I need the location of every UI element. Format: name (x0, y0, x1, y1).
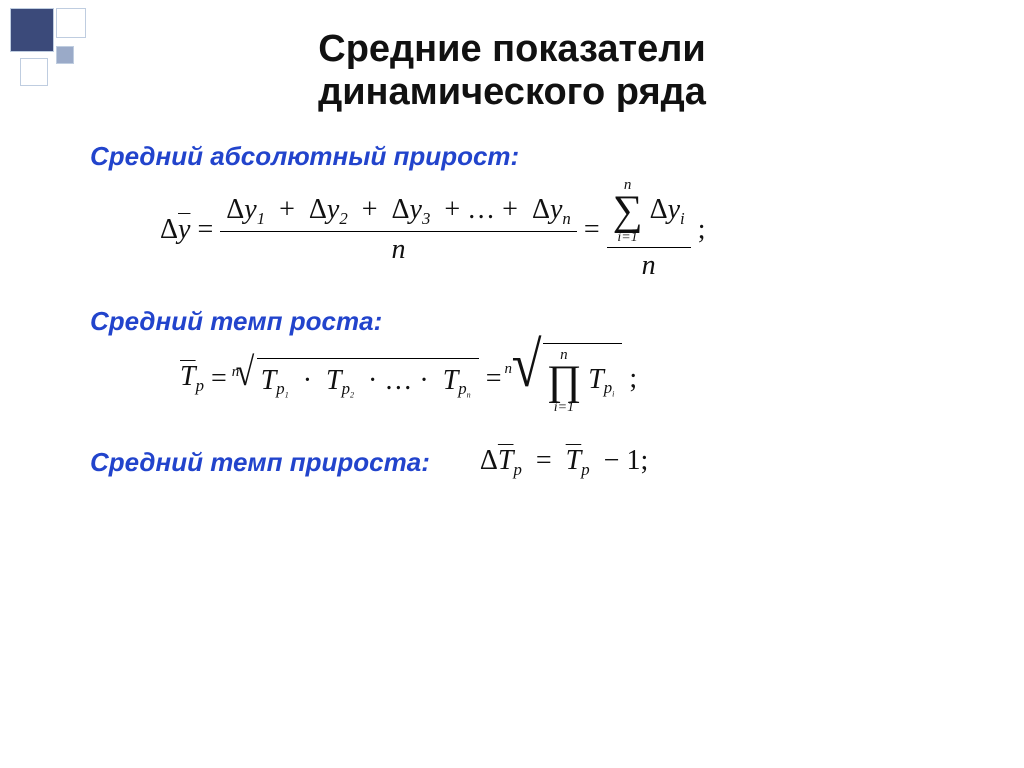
lhs-delta-ybar: Δy (160, 214, 190, 246)
slide-body: Средние показатели динамического ряда Ср… (0, 0, 1024, 768)
lhs-Tpbar: Tp (180, 361, 204, 396)
nth-root-product: n √ Tp1 · Tp2 · … · Tpn (234, 358, 479, 401)
formula-growth-rate: Tp = n √ Tp1 · Tp2 · … · Tpn = n √ (180, 343, 974, 415)
formula-increment-rate: ΔTp = Tp − 1; (480, 445, 648, 480)
title-line-1: Средние показатели (318, 28, 705, 70)
title-line-2: динамического ряда (318, 71, 706, 113)
section-label-increment-rate: Средний темп прироста: (90, 447, 430, 478)
row-increment-rate: Средний темп прироста: ΔTp = Tp − 1; (90, 445, 974, 480)
nth-root-prod-operator: n √ n ∏ i=1 Tpi (509, 343, 623, 415)
formula-abs-growth: Δy = Δy1 + Δy2 + Δy3 + … + Δyn n = (160, 178, 974, 282)
section-label-abs-growth: Средний абсолютный прирост: (90, 141, 974, 172)
sigma-operator: n ∑ i=1 (613, 178, 643, 245)
slide-title: Средние показатели динамического ряда (50, 28, 974, 113)
fraction-sum-terms: Δy1 + Δy2 + Δy3 + … + Δyn n (220, 194, 577, 266)
prod-operator: n ∏ i=1 (547, 348, 582, 415)
fraction-sigma: n ∑ i=1 Δyi n (607, 178, 691, 282)
